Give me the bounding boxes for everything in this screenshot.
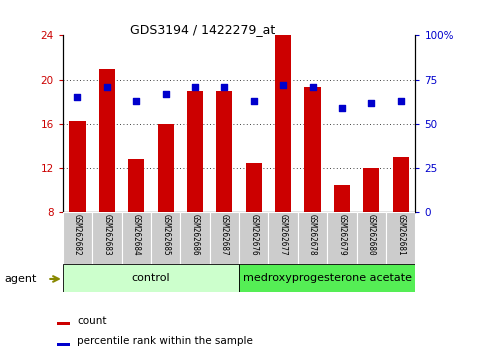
Bar bbox=[99, 69, 115, 212]
Point bbox=[103, 84, 111, 90]
Point bbox=[221, 84, 228, 90]
Bar bbox=[180, 212, 210, 264]
Bar bbox=[92, 212, 122, 264]
Point bbox=[338, 105, 346, 111]
Point bbox=[309, 84, 316, 90]
Text: GSM262680: GSM262680 bbox=[367, 215, 376, 256]
Point bbox=[368, 100, 375, 105]
Point bbox=[279, 82, 287, 88]
Point bbox=[191, 84, 199, 90]
Text: GSM262684: GSM262684 bbox=[132, 215, 141, 256]
Point bbox=[250, 98, 257, 104]
Bar bbox=[239, 212, 269, 264]
Text: GSM262685: GSM262685 bbox=[161, 215, 170, 256]
Bar bbox=[246, 162, 262, 212]
Bar bbox=[386, 212, 415, 264]
Bar bbox=[187, 91, 203, 212]
Text: medroxyprogesterone acetate: medroxyprogesterone acetate bbox=[243, 273, 412, 283]
Text: GSM262679: GSM262679 bbox=[338, 215, 346, 256]
Bar bbox=[393, 157, 409, 212]
Text: count: count bbox=[77, 316, 107, 326]
Text: agent: agent bbox=[5, 274, 37, 284]
Bar bbox=[334, 185, 350, 212]
Bar bbox=[157, 124, 174, 212]
Point bbox=[162, 91, 170, 97]
Bar bbox=[275, 35, 291, 212]
Bar bbox=[304, 87, 321, 212]
Bar bbox=[356, 212, 386, 264]
Bar bbox=[70, 121, 85, 212]
Text: GSM262677: GSM262677 bbox=[279, 215, 288, 256]
Text: GSM262682: GSM262682 bbox=[73, 215, 82, 256]
Bar bbox=[57, 322, 70, 325]
Bar bbox=[239, 264, 415, 292]
Bar bbox=[128, 159, 144, 212]
Text: GSM262683: GSM262683 bbox=[102, 215, 112, 256]
Text: GDS3194 / 1422279_at: GDS3194 / 1422279_at bbox=[130, 23, 275, 36]
Bar bbox=[327, 212, 356, 264]
Bar bbox=[151, 212, 180, 264]
Bar bbox=[298, 212, 327, 264]
Bar bbox=[57, 343, 70, 346]
Point bbox=[73, 95, 81, 100]
Text: GSM262678: GSM262678 bbox=[308, 215, 317, 256]
Text: GSM262686: GSM262686 bbox=[190, 215, 199, 256]
Text: percentile rank within the sample: percentile rank within the sample bbox=[77, 336, 253, 346]
Text: GSM262676: GSM262676 bbox=[249, 215, 258, 256]
Bar bbox=[216, 91, 232, 212]
Bar bbox=[63, 264, 239, 292]
Text: control: control bbox=[132, 273, 170, 283]
Bar bbox=[363, 168, 379, 212]
Bar bbox=[63, 212, 92, 264]
Point bbox=[132, 98, 140, 104]
Bar bbox=[269, 212, 298, 264]
Bar bbox=[122, 212, 151, 264]
Text: GSM262681: GSM262681 bbox=[396, 215, 405, 256]
Point bbox=[397, 98, 405, 104]
Text: GSM262687: GSM262687 bbox=[220, 215, 229, 256]
Bar bbox=[210, 212, 239, 264]
